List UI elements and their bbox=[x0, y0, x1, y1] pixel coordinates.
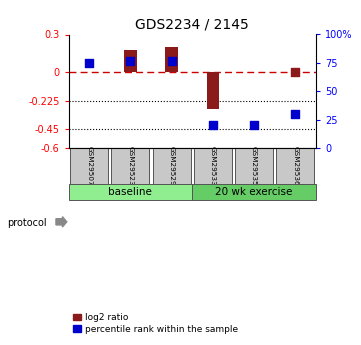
FancyBboxPatch shape bbox=[69, 184, 192, 200]
Text: GSM29535: GSM29535 bbox=[251, 146, 257, 186]
FancyBboxPatch shape bbox=[70, 148, 108, 184]
Text: GSM29523: GSM29523 bbox=[127, 146, 134, 186]
Text: GSM29536: GSM29536 bbox=[292, 146, 298, 186]
Point bbox=[210, 122, 216, 128]
FancyBboxPatch shape bbox=[153, 148, 191, 184]
Point bbox=[292, 111, 298, 117]
Point bbox=[127, 58, 133, 63]
FancyBboxPatch shape bbox=[276, 148, 314, 184]
Text: 20 wk exercise: 20 wk exercise bbox=[216, 187, 293, 197]
Legend: log2 ratio, percentile rank within the sample: log2 ratio, percentile rank within the s… bbox=[73, 313, 238, 334]
FancyBboxPatch shape bbox=[235, 148, 273, 184]
Point bbox=[86, 60, 92, 66]
FancyBboxPatch shape bbox=[192, 184, 316, 200]
Text: GSM29533: GSM29533 bbox=[210, 146, 216, 186]
Text: GSM29529: GSM29529 bbox=[169, 146, 175, 186]
Bar bbox=[124, 50, 136, 72]
Point bbox=[251, 122, 257, 128]
FancyBboxPatch shape bbox=[112, 148, 149, 184]
Point bbox=[169, 58, 174, 63]
Text: baseline: baseline bbox=[108, 187, 152, 197]
Text: protocol: protocol bbox=[7, 218, 47, 227]
Bar bbox=[206, 72, 219, 109]
Bar bbox=[165, 47, 178, 72]
Title: GDS2234 / 2145: GDS2234 / 2145 bbox=[135, 18, 249, 32]
Point bbox=[292, 70, 298, 75]
Text: GSM29507: GSM29507 bbox=[86, 146, 92, 186]
FancyBboxPatch shape bbox=[194, 148, 232, 184]
